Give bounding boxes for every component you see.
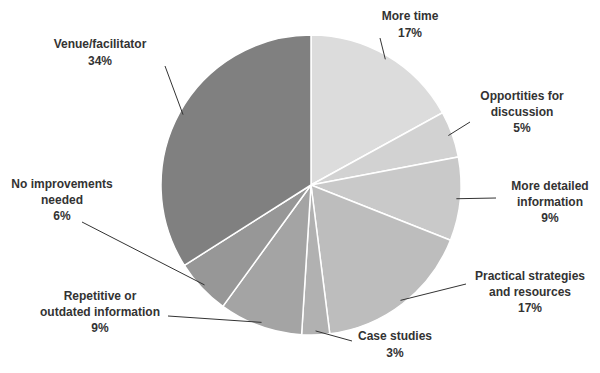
slice-value-label: 17% bbox=[518, 301, 542, 315]
label-line: Venue/facilitator bbox=[54, 37, 147, 51]
label-line: More detailed bbox=[511, 179, 588, 193]
slice-label: Venue/facilitator bbox=[54, 37, 147, 51]
label-line: Practical strategies bbox=[475, 269, 585, 283]
slice-label: More detailed information bbox=[511, 179, 588, 209]
label-line: Opportities for bbox=[480, 89, 564, 103]
labels: More time 17% Opportities for discussion 5% M… bbox=[11, 9, 588, 360]
slice-value-label: 9% bbox=[91, 321, 109, 335]
slice-value-label: 5% bbox=[513, 121, 531, 135]
slice-label: Case studies bbox=[358, 329, 432, 343]
label-line: outdated information bbox=[40, 305, 160, 319]
slice-value-label: 6% bbox=[53, 209, 71, 223]
label-line: needed bbox=[41, 193, 83, 207]
pie-slice bbox=[161, 35, 311, 265]
leader-line bbox=[165, 66, 183, 115]
label-line: Case studies bbox=[358, 329, 432, 343]
label-line: information bbox=[517, 195, 583, 209]
leader-line bbox=[400, 284, 466, 300]
label-line: Repetitive or bbox=[64, 289, 137, 303]
slice-label: Repetitive or outdated information bbox=[40, 289, 160, 319]
slice-value-label: 34% bbox=[88, 54, 112, 68]
leader-line bbox=[448, 122, 470, 136]
pie-slice bbox=[311, 185, 450, 334]
leader-line bbox=[456, 198, 496, 200]
label-line: and resources bbox=[489, 285, 571, 299]
chart: More time 17% Opportities for discussion 5% M… bbox=[0, 0, 600, 373]
slice-label: More time bbox=[382, 9, 439, 23]
slice-value-label: 17% bbox=[398, 26, 422, 40]
leader-line bbox=[380, 38, 385, 59]
slices bbox=[161, 35, 461, 335]
slice-label: Practical strategies and resources bbox=[475, 269, 585, 299]
label-line: discussion bbox=[491, 105, 554, 119]
slice-value-label: 9% bbox=[541, 211, 559, 225]
leader-line bbox=[168, 316, 262, 322]
label-line: No improvements bbox=[11, 177, 113, 191]
leader-line bbox=[82, 222, 205, 285]
label-line: More time bbox=[382, 9, 439, 23]
slice-value-label: 3% bbox=[386, 346, 404, 360]
slice-label: Opportities for discussion bbox=[480, 89, 564, 119]
slice-label: No improvements needed bbox=[11, 177, 113, 207]
leader-line bbox=[316, 331, 352, 341]
